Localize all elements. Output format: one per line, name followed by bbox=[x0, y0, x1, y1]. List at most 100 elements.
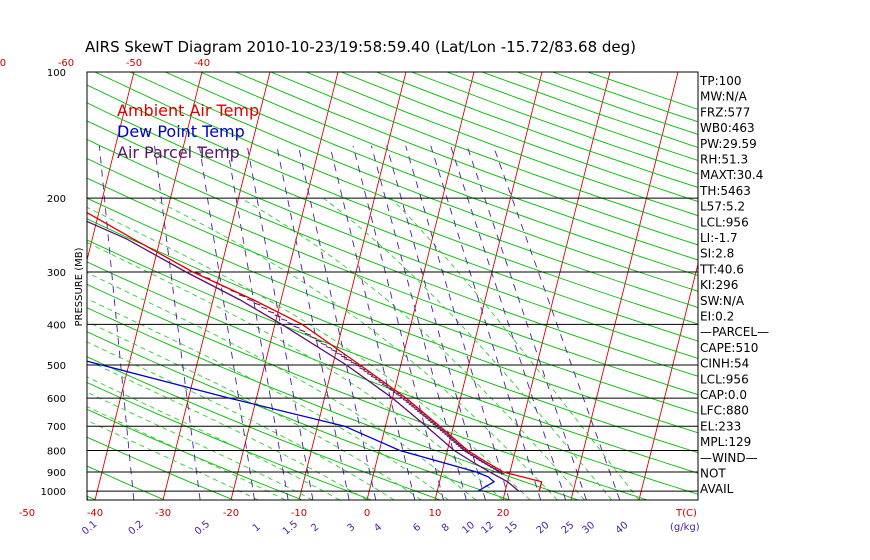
top-temperature-axis: -120-110-100-90-80-70-60-50-40 bbox=[0, 58, 210, 69]
bottom-temperature-tick: -20 bbox=[223, 508, 239, 519]
cape-hatch-line bbox=[464, 450, 471, 454]
cape-hatch-line bbox=[246, 298, 254, 302]
dry-adiabat-line bbox=[87, 408, 303, 500]
cape-hatch-line bbox=[484, 463, 491, 467]
mixing-ratio-axis: 0.1 0.2 0.5 1 1.5 2 3 4 6 8 10 12 15 20 25 30 40 bbox=[80, 519, 630, 538]
stat-item: L57:5.2 bbox=[700, 200, 745, 214]
cape-hatch-line bbox=[424, 417, 432, 421]
isotherm-line bbox=[638, 262, 698, 500]
isotherm-line bbox=[570, 72, 679, 500]
dry-adiabat-line bbox=[87, 120, 698, 359]
cape-hatch-line bbox=[299, 329, 306, 333]
cape-hatch-line bbox=[467, 452, 474, 456]
dry-adiabat-line bbox=[87, 84, 698, 325]
cape-hatch-line bbox=[261, 306, 268, 310]
cape-hatch-line bbox=[310, 336, 317, 340]
mixing-ratio-line bbox=[492, 145, 621, 500]
stat-item: NOT bbox=[700, 467, 726, 481]
temperature-unit-label: T(C) bbox=[675, 508, 697, 519]
dry-adiabat-line bbox=[87, 197, 698, 434]
cape-hatch-line bbox=[437, 427, 444, 431]
moist-adiabat-line bbox=[390, 197, 640, 500]
cape-hatch-line bbox=[238, 294, 246, 298]
mixing-ratio-line bbox=[405, 145, 510, 500]
dry-adiabat-line bbox=[235, 72, 698, 246]
cape-hatch-line bbox=[475, 458, 483, 461]
stat-item: RH:51.3 bbox=[700, 153, 748, 167]
bottom-temperature-axis: -50 -40 -30 -20 -10 0 10 20 bbox=[19, 508, 510, 519]
cape-hatch-line bbox=[355, 364, 362, 368]
chart-title: AIRS SkewT Diagram 2010-10-23/19:58:59.4… bbox=[85, 38, 636, 56]
mixing-ratio-tick: 12 bbox=[479, 520, 496, 537]
mixing-ratio-tick: 40 bbox=[614, 520, 631, 537]
stat-item: —WIND— bbox=[700, 451, 758, 465]
mixing-ratio-line bbox=[450, 145, 567, 500]
cape-hatch-line bbox=[254, 302, 261, 306]
bottom-temperature-tick: 20 bbox=[497, 508, 510, 519]
bottom-temperature-tick: 10 bbox=[429, 508, 442, 519]
cape-hatch-line bbox=[331, 349, 338, 353]
legend-entry: Ambient Air Temp bbox=[117, 101, 259, 120]
mixing-ratio-line bbox=[466, 145, 587, 500]
stat-item: FRZ:577 bbox=[700, 105, 750, 119]
mixing-ratio-tick: 30 bbox=[580, 520, 597, 537]
cape-hatch-line bbox=[274, 314, 281, 318]
dry-adiabat-line bbox=[87, 157, 698, 396]
mixing-ratio-unit-label: (g/kg) bbox=[670, 522, 700, 533]
moist-adiabat-line bbox=[323, 197, 613, 500]
dry-adiabat-line bbox=[0, 72, 27, 500]
cape-hatch-line bbox=[435, 425, 442, 429]
cape-hatch-line bbox=[359, 367, 366, 371]
cape-hatch-line bbox=[453, 441, 460, 445]
cape-hatch-line bbox=[396, 393, 403, 397]
mixing-ratio-line bbox=[370, 145, 467, 500]
top-temperature-tick: -50 bbox=[126, 58, 142, 69]
moist-adiabat-line bbox=[87, 321, 422, 500]
bottom-temperature-tick: -40 bbox=[87, 508, 103, 519]
cape-hatch-line bbox=[367, 373, 374, 376]
dry-adiabat-line bbox=[87, 331, 510, 500]
stat-item: MW:N/A bbox=[700, 90, 748, 104]
mixing-ratio-line bbox=[329, 145, 416, 500]
stat-item: PW:29.59 bbox=[700, 137, 757, 151]
mixing-ratio-tick: 0.2 bbox=[127, 519, 146, 538]
cape-hatch-line bbox=[459, 447, 467, 451]
pressure-tick-label: 900 bbox=[47, 468, 66, 479]
cape-hatch-line bbox=[487, 464, 494, 468]
dry-adiabat-line bbox=[87, 382, 372, 500]
stat-item: KI:296 bbox=[700, 278, 738, 292]
isotherm-line bbox=[0, 72, 66, 500]
isotherm-line bbox=[298, 72, 407, 500]
bottom-temperature-tick: -30 bbox=[155, 508, 171, 519]
cape-hatch-line bbox=[446, 435, 453, 439]
dry-adiabat-line bbox=[200, 72, 698, 261]
cape-hatch-line bbox=[470, 454, 477, 458]
cape-hatch-line bbox=[416, 410, 424, 414]
mixing-ratio-line bbox=[352, 145, 444, 500]
cape-hatch-line bbox=[385, 386, 392, 390]
cape-hatch-line bbox=[304, 332, 311, 336]
cape-hatch-line bbox=[427, 419, 434, 423]
cape-hatch-line bbox=[378, 381, 385, 385]
stat-item: LCL:956 bbox=[700, 215, 749, 229]
dry-adiabat-line bbox=[129, 72, 698, 292]
cape-hatch-line bbox=[402, 398, 410, 402]
cape-hatch-line bbox=[451, 439, 458, 443]
mixing-ratio-tick: 1.5 bbox=[281, 519, 300, 538]
cape-hatch-line bbox=[492, 468, 500, 472]
dry-adiabat-line bbox=[481, 72, 698, 148]
mixing-ratio-line bbox=[276, 145, 350, 500]
dry-adiabat-line bbox=[87, 307, 579, 500]
cape-hatch-line bbox=[422, 415, 429, 418]
dry-adiabat-line bbox=[94, 72, 698, 308]
stat-item: MPL:129 bbox=[700, 435, 751, 449]
isotherm-line bbox=[434, 72, 543, 500]
dry-adiabat-line bbox=[87, 436, 234, 500]
isotherm-line bbox=[775, 72, 870, 500]
pressure-tick-label: 400 bbox=[47, 320, 66, 331]
plot-frame bbox=[86, 71, 699, 501]
mixing-ratio-tick: 15 bbox=[503, 520, 520, 537]
top-temperature-tick: -60 bbox=[58, 58, 74, 69]
mixing-ratio-tick: 8 bbox=[440, 522, 452, 535]
cape-hatch-line bbox=[363, 370, 370, 374]
